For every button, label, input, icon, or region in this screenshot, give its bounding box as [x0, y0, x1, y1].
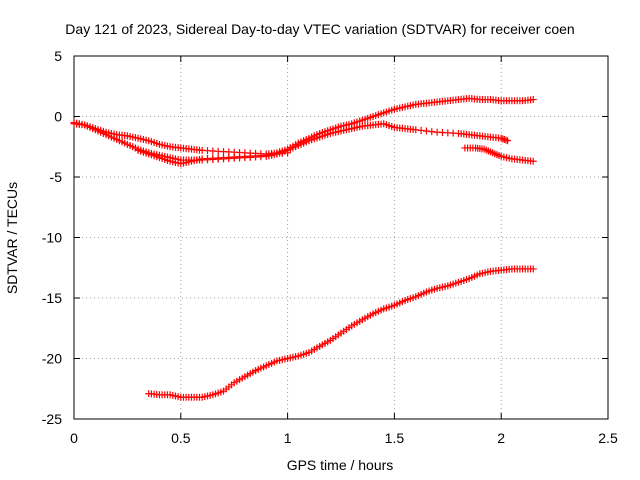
data-point	[412, 126, 420, 134]
series-arc-middle	[70, 119, 512, 164]
data-point	[529, 157, 537, 165]
y-tick-label: -10	[42, 230, 62, 246]
y-tick-labels: -25 -20 -15 -10 -5 0 5	[42, 48, 62, 427]
data-point	[417, 126, 425, 134]
data-point	[278, 149, 286, 157]
data-point	[529, 96, 537, 104]
y-tick-label: -20	[42, 351, 62, 367]
y-tick-label: 0	[54, 109, 62, 125]
data-point	[284, 149, 292, 157]
data-points	[70, 94, 537, 401]
x-tick-label: 2	[497, 430, 505, 446]
data-point	[422, 127, 430, 135]
data-point	[529, 265, 537, 273]
grid-lines	[74, 56, 608, 419]
data-point	[428, 128, 436, 136]
y-tick-label: -5	[50, 169, 63, 185]
data-point	[504, 137, 512, 145]
data-point	[500, 135, 508, 143]
chart-title: Day 121 of 2023, Sidereal Day-to-day VTE…	[65, 21, 574, 37]
x-tick-label: 1.5	[385, 430, 405, 446]
data-point	[502, 136, 510, 144]
data-point	[262, 151, 270, 159]
y-tick-label: -25	[42, 411, 62, 427]
series-arc-low	[145, 265, 537, 401]
axis-ticks	[73, 55, 609, 420]
series-arc-lower-start	[134, 146, 292, 168]
x-tick-label: 1	[284, 430, 292, 446]
y-tick-label: 5	[54, 48, 62, 64]
x-tick-label: 0.5	[171, 430, 191, 446]
x-tick-label: 0	[70, 430, 78, 446]
data-point	[497, 134, 505, 142]
x-tick-labels: 0 0.5 1 1.5 2 2.5	[70, 430, 618, 446]
x-axis-label: GPS time / hours	[287, 457, 394, 473]
y-axis-label: SDTVAR / TECUs	[4, 182, 20, 294]
data-point	[499, 135, 507, 143]
data-point	[273, 150, 281, 158]
series-arc-right-segment	[461, 144, 537, 165]
x-tick-label: 2.5	[598, 430, 618, 446]
data-point	[268, 151, 276, 159]
y-tick-label: -15	[42, 290, 62, 306]
